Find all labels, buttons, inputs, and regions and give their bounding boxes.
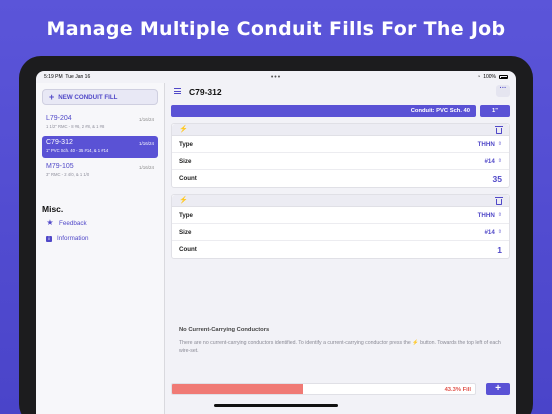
battery-icon [499,75,508,79]
wire-type-row[interactable]: Type THHN ⇳ [172,136,509,153]
chevron-updown-icon: ⇳ [497,229,502,235]
fill-progress-bar: 43.3% Fill [171,383,476,395]
chevron-updown-icon: ⇳ [497,212,502,218]
wifi-icon: ◔ [477,74,481,80]
fill-list-item-selected[interactable]: C79-312 1/16/24 1" PVC Sch. 40 - 35 #14,… [42,136,158,158]
sidebar: + NEW CONDUIT FILL L79-204 1/16/24 1 1/2… [36,83,165,414]
notice-text: There are no current-carrying conductors… [179,340,501,354]
wire-size-label: Size [179,228,192,236]
home-indicator[interactable] [214,404,338,407]
new-conduit-fill-label: NEW CONDUIT FILL [58,93,118,101]
status-bar: 5:19 PM Tue Jan 16 ••• ◔ 100% [36,71,516,83]
wire-size-value: #14 [484,228,495,236]
fill-name: L79-204 [46,115,72,122]
more-options-button[interactable]: ··· [496,85,510,97]
plus-icon: + [49,91,55,102]
page-title: C79-312 [189,87,222,97]
wire-count-label: Count [179,246,197,253]
fill-list-item[interactable]: L79-204 1/16/24 1 1/2" RMC - 8 #6, 2 #8,… [42,112,158,134]
trash-icon[interactable] [495,196,503,205]
star-icon: ★ [46,218,54,227]
conduit-size-selector[interactable]: 1" [480,105,510,117]
wire-count-value[interactable]: 35 [492,173,502,184]
wire-size-row[interactable]: Size #14 ⇳ [172,224,509,241]
fill-name: C79-312 [46,139,73,146]
bolt-icon[interactable]: ⚡ [179,126,188,133]
status-right: ◔ 100% [448,74,508,80]
wire-type-value: THHN [477,140,495,148]
wire-set-card: ⚡ Type THHN ⇳ Size #14 ⇳ Count 35 [171,123,510,188]
fill-name: M79-105 [46,163,74,170]
feedback-link[interactable]: ★ Feedback [46,218,87,227]
wire-count-row[interactable]: Count 1 [172,241,509,258]
menu-icon[interactable] [174,88,181,94]
headline: Manage Multiple Conduit Fills For The Jo… [46,18,506,40]
add-wire-set-button[interactable]: + [486,383,510,395]
fill-description: 1" PVC Sch. 40 - 35 #14, & 1 #14 [46,148,109,153]
trash-icon[interactable] [495,125,503,134]
wire-size-value: #14 [484,157,495,165]
fill-date: 1/16/24 [138,165,154,170]
wire-type-row[interactable]: Type THHN ⇳ [172,207,509,224]
info-icon: i [46,235,52,242]
wire-set-header: ⚡ [172,195,509,207]
wire-size-label: Size [179,157,192,165]
fill-percent-label: 43.3% Fill [444,387,471,393]
app-screen: 5:19 PM Tue Jan 16 ••• ◔ 100% + NEW COND… [36,71,516,414]
battery-percent: 100% [483,74,496,80]
wire-count-label: Count [179,175,197,182]
multitask-dots[interactable]: ••• [270,73,282,81]
misc-section-title: Misc. [42,204,64,214]
wire-size-row[interactable]: Size #14 ⇳ [172,153,509,170]
information-label: Information [57,235,89,242]
wire-type-label: Type [179,140,193,148]
fill-date: 1/16/24 [138,141,154,146]
fill-progress-value [172,384,304,394]
fill-date: 1/16/24 [138,117,154,122]
wire-type-value: THHN [477,211,495,219]
fill-description: 1 1/2" RMC - 8 #6, 2 #8, & 1 #8 [46,124,105,129]
wire-count-row[interactable]: Count 35 [172,170,509,187]
information-link[interactable]: i Information [46,235,89,242]
fill-description: 3" RMC - 2 4/0, & 1 1/0 [46,172,90,177]
wire-set-card: ⚡ Type THHN ⇳ Size #14 ⇳ Count 1 [171,194,510,259]
fill-list-item[interactable]: M79-105 1/16/24 3" RMC - 2 4/0, & 1 1/0 [42,160,158,182]
wire-type-label: Type [179,211,193,219]
chevron-updown-icon: ⇳ [497,141,502,147]
status-time: 5:19 PM Tue Jan 16 [44,74,91,80]
wire-count-value[interactable]: 1 [497,244,502,255]
bolt-icon[interactable]: ⚡ [179,197,188,204]
conduit-type-selector[interactable]: Conduit: PVC Sch. 40 [171,105,476,117]
wire-set-header: ⚡ [172,124,509,136]
feedback-label: Feedback [59,219,87,227]
chevron-updown-icon: ⇳ [497,158,502,164]
notice-title: No Current-Carrying Conductors [179,327,270,333]
new-conduit-fill-button[interactable]: + NEW CONDUIT FILL [42,89,158,105]
main-panel: C79-312 ··· Conduit: PVC Sch. 40 1" ⚡ Ty… [165,83,516,414]
